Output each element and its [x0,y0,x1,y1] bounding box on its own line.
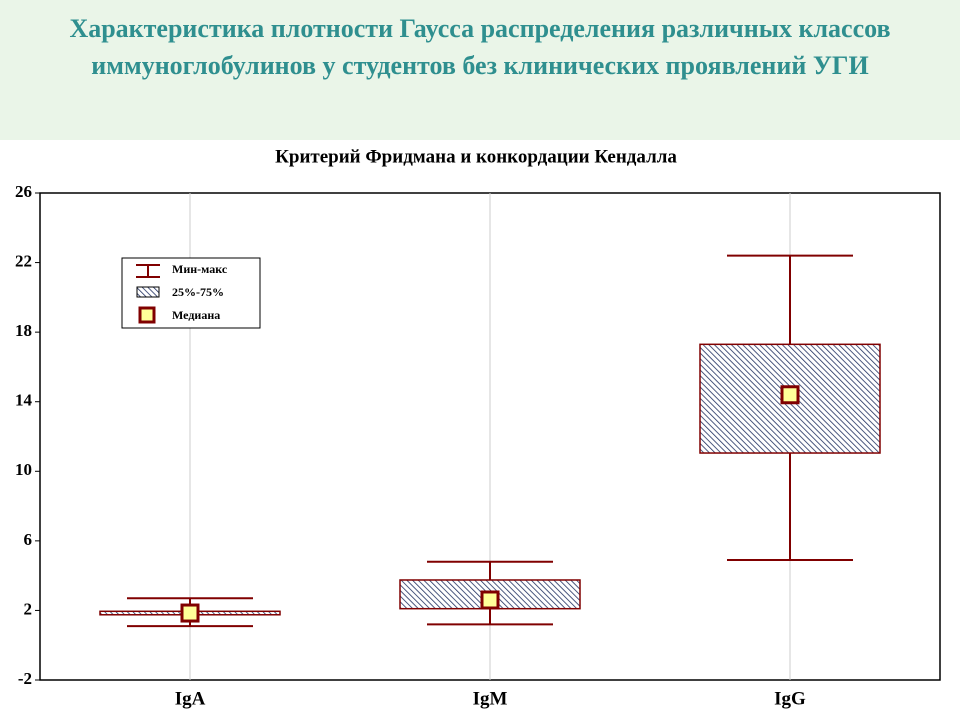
median [780,385,800,405]
legend-label: Мин-макс [172,262,228,276]
y-tick-label: 6 [24,530,33,549]
median [480,590,500,610]
y-tick-label: 10 [15,460,32,479]
x-tick-label: IgM [473,688,508,709]
chart: Критерий Фридмана и конкордации Кендалла… [15,146,941,709]
median [180,603,200,623]
legend-label: Медиана [172,308,220,322]
y-tick-label: 26 [15,182,32,201]
legend-label: 25%-75% [172,285,224,299]
legend-median [138,306,156,324]
y-tick-label: 22 [15,251,32,270]
chart-title: Критерий Фридмана и конкордации Кендалла [275,146,677,167]
y-tick-label: 14 [15,391,33,410]
box [699,343,881,454]
y-tick-label: -2 [18,669,32,688]
slide-title: Характеристика плотности Гаусса распреде… [69,14,891,80]
x-tick-label: IgG [774,688,806,709]
header [0,0,960,140]
x-tick-label: IgA [175,688,206,709]
legend-hatch [136,286,160,298]
y-tick-label: 18 [15,321,32,340]
y-tick-label: 2 [24,599,33,618]
